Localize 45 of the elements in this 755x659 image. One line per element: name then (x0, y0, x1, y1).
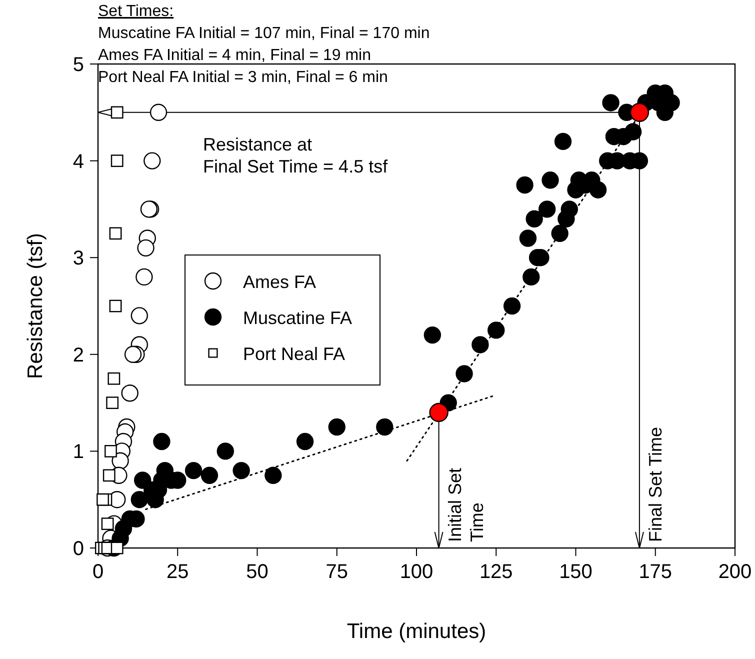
point (110, 106, 124, 119)
x-tick-label: 25 (166, 561, 189, 583)
point (110, 542, 124, 554)
point (102, 469, 116, 482)
ref-line-label: Initial Set Time (444, 468, 487, 542)
x-tick-label: 200 (718, 561, 752, 583)
y-tick-label: 3 (72, 248, 84, 270)
point (121, 384, 138, 402)
x-tick-label: 100 (400, 561, 434, 583)
y-axis-title: Resistance (tsf) (24, 233, 47, 379)
y-tick-label: 1 (72, 441, 84, 464)
point (130, 307, 148, 324)
point (108, 372, 120, 385)
point (96, 493, 109, 506)
point (136, 268, 153, 286)
point (101, 518, 114, 530)
x-tick-label: 0 (92, 561, 104, 583)
legend-label: Port Neal FA (243, 344, 346, 364)
point (110, 154, 124, 167)
point (150, 104, 168, 121)
point (106, 396, 119, 409)
point (124, 346, 142, 363)
x-axis-title: Time (minutes) (346, 620, 486, 643)
x-tick-label: 175 (638, 561, 672, 583)
x-tick-label: 125 (479, 561, 513, 583)
ref-line-label: Final Set Time (645, 426, 666, 542)
chart-subtitle: Muscatine FA Initial = 107 min, Final = 170 min Ames FA Initial = 4 min, Final = 19 min Port Neal FA Initial = 3 min, Final = 6 min (98, 25, 430, 86)
chart-title: Set Times: (98, 3, 174, 20)
x-tick-label: 50 (246, 561, 268, 583)
point (109, 227, 122, 240)
point (144, 152, 161, 170)
point (429, 402, 448, 422)
legend-label: Ames FA (243, 272, 316, 292)
y-tick-label: 0 (72, 538, 84, 560)
y-tick-label: 2 (72, 344, 84, 366)
point (630, 102, 650, 122)
point (109, 300, 122, 312)
point (104, 445, 117, 458)
y-tick-label: 4 (72, 150, 84, 173)
x-tick-label: 75 (326, 561, 348, 583)
ref-line-label: Resistance at Final Set Time = 4.5 tsf (203, 134, 389, 176)
x-tick-label: 150 (559, 561, 592, 583)
legend-label: Muscatine FA (243, 308, 352, 328)
point (137, 239, 154, 257)
y-tick-label: 5 (72, 54, 84, 76)
